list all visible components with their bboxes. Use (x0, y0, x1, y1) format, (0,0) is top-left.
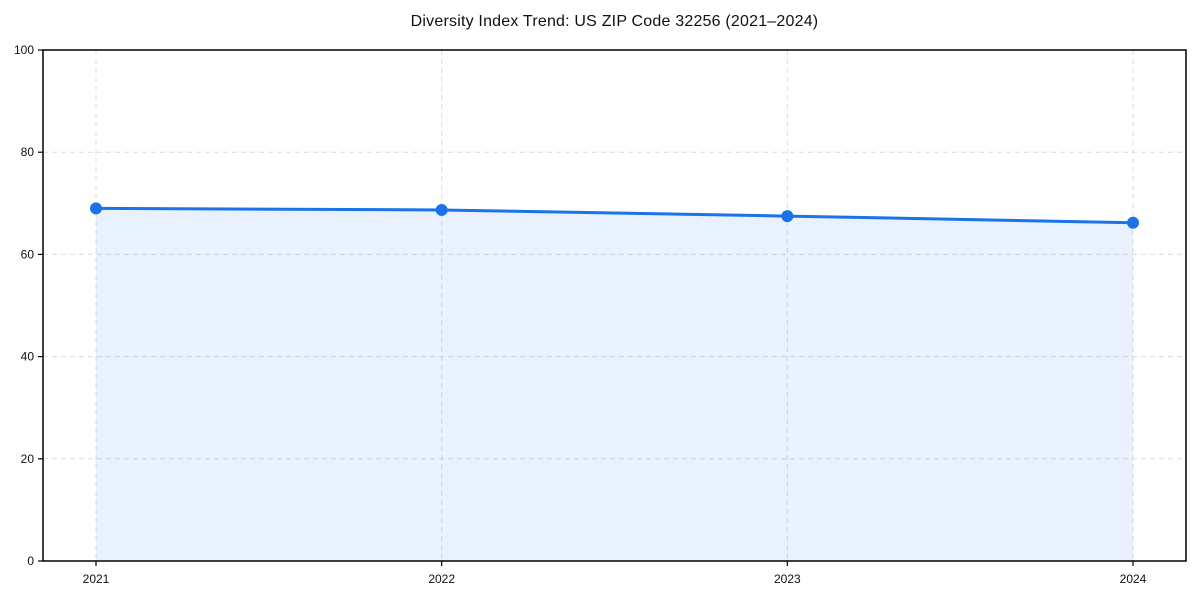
chart-title: Diversity Index Trend: US ZIP Code 32256… (410, 13, 819, 30)
y-tick-label: 20 (21, 452, 35, 466)
x-tick-label: 2024 (1120, 572, 1147, 586)
plot-border (42, 49, 1187, 562)
x-tick-label: 2023 (774, 572, 801, 586)
y-tick-label: 60 (21, 247, 35, 261)
y-tick-label: 40 (21, 350, 35, 364)
x-tick-label: 2021 (83, 572, 110, 586)
area-fill (96, 208, 1133, 561)
x-tick-label: 2022 (428, 572, 455, 586)
trend-line (94, 206, 1135, 225)
data-point (1127, 216, 1139, 229)
data-point (781, 210, 794, 223)
y-tick-label: 80 (21, 145, 35, 159)
data-point (90, 202, 102, 215)
y-tick-label: 100 (14, 43, 34, 57)
data-point (435, 203, 448, 216)
y-tick-label: 0 (27, 554, 34, 568)
